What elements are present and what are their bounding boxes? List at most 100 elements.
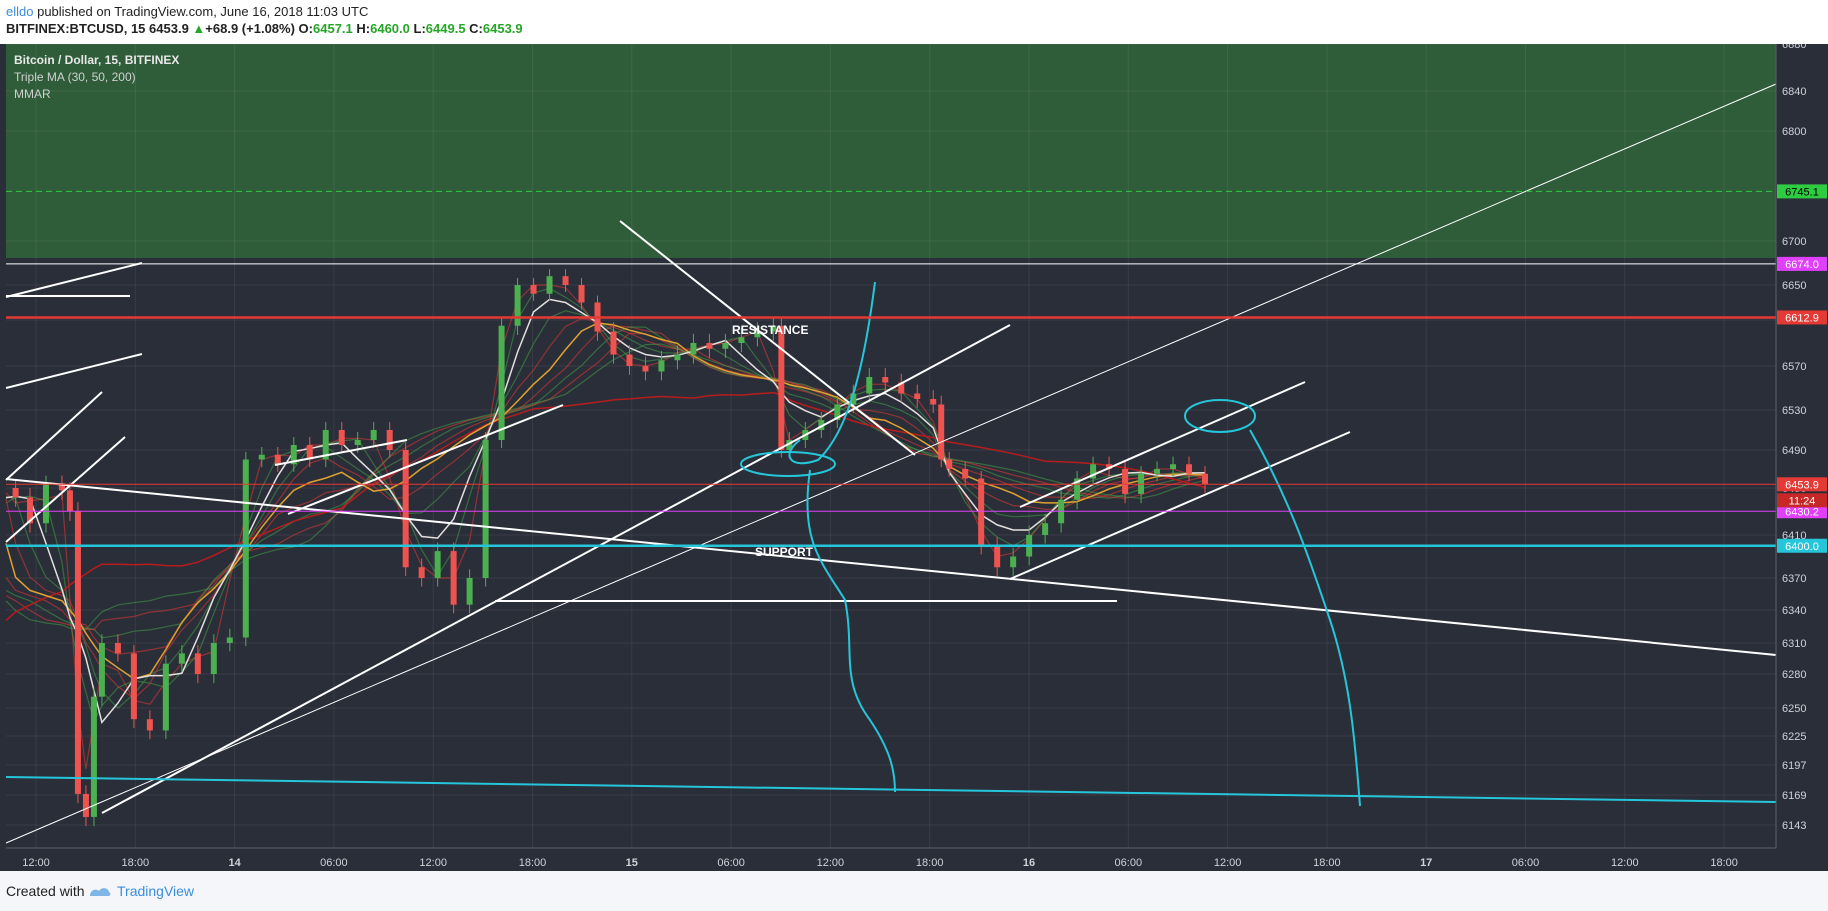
price-tag [1777,256,1827,271]
candle-body [530,285,537,294]
tradingview-link[interactable]: TradingView [117,883,195,899]
candle-body [290,445,297,465]
price-tag [1777,477,1827,492]
support-label: SUPPORT [755,545,814,559]
last-price: 6453.9 [149,21,189,36]
candle-body [1122,469,1129,494]
candle-body [770,325,777,332]
open-value: 6457.1 [313,21,353,36]
x-tick-label: 18:00 [519,857,547,869]
ma-line [5,332,1206,631]
candle-body [74,511,81,794]
candle-body [690,343,697,355]
x-tick-label: 12:00 [1214,857,1242,869]
x-tick-label: 12:00 [817,857,845,869]
candle-body [1186,464,1193,474]
footer: Created with TradingView [0,871,1828,911]
y-tick-label: 6310 [1782,638,1806,650]
candle-body [306,445,313,460]
candle-body [738,337,745,343]
y-tick-label: 6650 [1782,280,1806,292]
countdown-tag [1777,493,1827,508]
time-axis[interactable] [0,848,1828,871]
price-tag-label: 6400.0 [1785,541,1819,553]
price-tag-label: 6453.9 [1785,479,1819,491]
candle-body [274,454,281,465]
candle-body [42,483,49,524]
candle-body [578,285,585,303]
y-tick-label: 6880 [1782,44,1806,51]
y-tick-label: 6143 [1782,820,1806,832]
price-change: +68.9 (+1.08%) [205,21,295,36]
candle-body [754,331,761,338]
x-axis-ticks: 12:00 18:00 14 06:00 12:00 18:00 15 06:00 12:00 1… [22,857,1738,869]
candle-body [674,354,681,361]
candle-body [834,404,841,420]
price-axis[interactable] [1776,44,1828,871]
candle-body [12,488,19,498]
y-tick-label: 6280 [1782,669,1806,681]
candle-body [938,404,945,460]
candle-body [26,497,33,524]
candle-body [898,382,905,394]
y-tick-label: 6570 [1782,361,1806,373]
x-tick-label: 12:00 [419,857,447,869]
candle-body [546,276,553,294]
price-chart[interactable]: RESISTANCE SUPPORT Bitcoin / Dollar, 15,… [0,39,1828,871]
y-tick-label: 6840 [1782,86,1806,98]
trend-lines [5,83,1777,844]
y-tick-label: 6530 [1782,405,1806,417]
candle-body [322,430,329,460]
chart-title: Bitcoin / Dollar, 15, BITFINEX [14,53,179,67]
x-tick-label: 15 [626,857,638,869]
candle-body [498,325,505,440]
x-tick-label: 06:00 [320,857,348,869]
candle-body [114,643,121,654]
y-tick-label: 6800 [1782,126,1806,138]
candle-body [978,478,985,546]
x-tick-label: 18:00 [122,857,150,869]
candle-body [610,331,617,355]
y-tick-label: 6169 [1782,790,1806,802]
low-label: L: [413,21,426,36]
candle-body [914,393,921,399]
open-label: O: [298,21,313,36]
horizontal-levels [6,190,1776,547]
x-tick-label: 06:00 [717,857,745,869]
candle-body [946,459,953,469]
candle-body [450,551,457,605]
candle-body [930,399,937,405]
candle-body [226,637,233,643]
y-tick-label: 6370 [1782,573,1806,585]
candle-body [162,663,169,731]
close-label: C: [469,21,483,36]
created-with-label: Created with [6,883,85,899]
candle-body [354,440,361,445]
x-tick-label: 18:00 [1710,857,1738,869]
candle-body [1170,464,1177,469]
candle-body [1154,469,1161,474]
candle-body [194,653,201,674]
candle-body [1090,464,1097,479]
y-tick-label: 6490 [1782,445,1806,457]
y-tick-label: 6225 [1782,731,1806,743]
y-tick-label: 6250 [1782,703,1806,715]
x-tick-label: 18:00 [1313,857,1341,869]
candle-body [90,696,97,817]
study-mmar: MMAR [14,87,51,101]
high-label: H: [356,21,371,36]
candle-body [66,490,73,512]
candle-body [1074,478,1081,500]
ma-line [5,326,1206,639]
candle-body [866,377,873,394]
candle-body [130,653,137,720]
candle-body [786,440,793,450]
author-link[interactable]: elldo [6,4,34,19]
chart-area[interactable]: RESISTANCE SUPPORT Bitcoin / Dollar, 15,… [0,39,1828,871]
candle-body [386,430,393,450]
candle-body [626,354,633,366]
y-tick-label: 6197 [1782,760,1806,772]
price-tag [1777,538,1827,553]
candle-body [1106,464,1113,469]
candle-body [1010,556,1017,568]
